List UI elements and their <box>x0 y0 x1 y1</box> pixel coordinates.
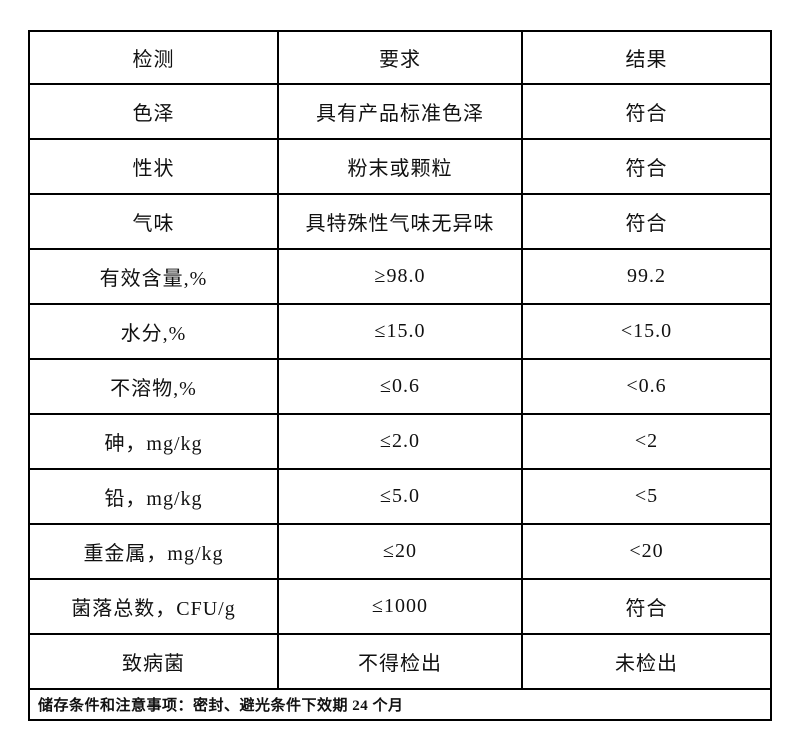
result-cell: <20 <box>521 523 772 580</box>
test-name-cell: 菌落总数，CFU/g <box>28 578 279 635</box>
result-cell: <2 <box>521 413 772 470</box>
table-row: 砷，mg/kg ≤2.0 <2 <box>28 413 772 470</box>
table-row: 气味 具特殊性气味无异味 符合 <box>28 193 772 250</box>
table-row: 致病菌 不得检出 未检出 <box>28 633 772 690</box>
requirement-cell: 具有产品标准色泽 <box>277 83 523 140</box>
table-row: 水分,% ≤15.0 <15.0 <box>28 303 772 360</box>
table-row: 有效含量,% ≥98.0 99.2 <box>28 248 772 305</box>
header-test: 检测 <box>28 30 279 85</box>
requirement-cell: 粉末或颗粒 <box>277 138 523 195</box>
result-cell: 99.2 <box>521 248 772 305</box>
table-row: 色泽 具有产品标准色泽 符合 <box>28 83 772 140</box>
requirement-cell: 具特殊性气味无异味 <box>277 193 523 250</box>
test-name-cell: 重金属，mg/kg <box>28 523 279 580</box>
requirement-cell: ≤1000 <box>277 578 523 635</box>
requirement-cell: ≥98.0 <box>277 248 523 305</box>
result-cell: <5 <box>521 468 772 525</box>
result-cell: <15.0 <box>521 303 772 360</box>
table-row: 菌落总数，CFU/g ≤1000 符合 <box>28 578 772 635</box>
test-name-cell: 水分,% <box>28 303 279 360</box>
test-name-cell: 致病菌 <box>28 633 279 690</box>
table-header-row: 检测 要求 结果 <box>28 30 772 85</box>
table-row: 重金属，mg/kg ≤20 <20 <box>28 523 772 580</box>
table-row: 铅，mg/kg ≤5.0 <5 <box>28 468 772 525</box>
test-name-cell: 色泽 <box>28 83 279 140</box>
test-name-cell: 铅，mg/kg <box>28 468 279 525</box>
table-row: 不溶物,% ≤0.6 <0.6 <box>28 358 772 415</box>
result-cell: 符合 <box>521 193 772 250</box>
requirement-cell: ≤20 <box>277 523 523 580</box>
result-cell: <0.6 <box>521 358 772 415</box>
test-name-cell: 有效含量,% <box>28 248 279 305</box>
result-cell: 符合 <box>521 138 772 195</box>
table-row: 性状 粉末或颗粒 符合 <box>28 138 772 195</box>
header-requirement: 要求 <box>277 30 523 85</box>
test-name-cell: 砷，mg/kg <box>28 413 279 470</box>
requirement-cell: ≤15.0 <box>277 303 523 360</box>
header-result: 结果 <box>521 30 772 85</box>
inspection-report-table: 检测 要求 结果 色泽 具有产品标准色泽 符合 性状 粉末或颗粒 符合 气味 具… <box>28 30 772 721</box>
requirement-cell: ≤2.0 <box>277 413 523 470</box>
result-cell: 符合 <box>521 83 772 140</box>
test-name-cell: 性状 <box>28 138 279 195</box>
requirement-cell: ≤5.0 <box>277 468 523 525</box>
result-cell: 符合 <box>521 578 772 635</box>
requirement-cell: 不得检出 <box>277 633 523 690</box>
requirement-cell: ≤0.6 <box>277 358 523 415</box>
test-name-cell: 不溶物,% <box>28 358 279 415</box>
test-name-cell: 气味 <box>28 193 279 250</box>
storage-note: 储存条件和注意事项：密封、避光条件下效期 24 个月 <box>28 688 772 721</box>
result-cell: 未检出 <box>521 633 772 690</box>
table-footer-row: 储存条件和注意事项：密封、避光条件下效期 24 个月 <box>28 688 772 721</box>
